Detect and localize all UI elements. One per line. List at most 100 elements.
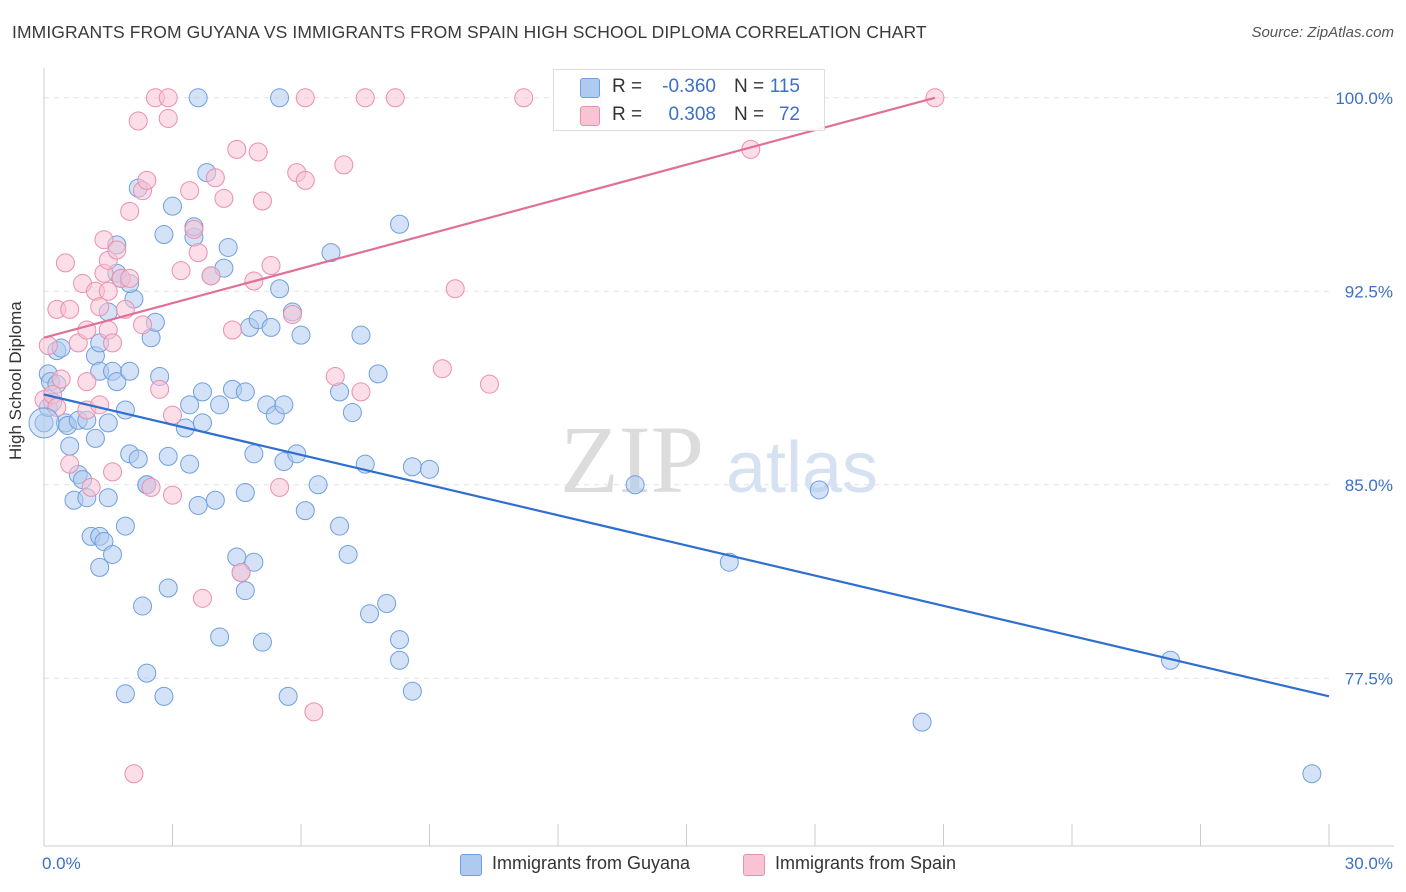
data-point [158, 88, 178, 108]
r-label: R = [612, 104, 643, 125]
x-tick-label: 0.0% [42, 854, 81, 873]
data-point [270, 279, 290, 299]
data-point [120, 268, 140, 288]
data-point [270, 88, 290, 108]
data-point [308, 475, 328, 495]
trend-lines [43, 96, 1330, 698]
legend-item-spain[interactable]: Immigrants from Spain [743, 852, 993, 876]
r-value-guyana: -0.360 [662, 76, 716, 97]
data-point [338, 544, 358, 564]
data-point [390, 650, 410, 670]
data-point [163, 405, 182, 425]
data-point [719, 552, 739, 572]
watermark-zip: ZIP [560, 406, 704, 513]
data-point [77, 372, 97, 392]
data-point [625, 475, 645, 495]
data-point [55, 253, 75, 273]
legend-swatch-spain [743, 854, 765, 876]
watermark: ZIP atlas [560, 406, 878, 513]
n-label: N = [734, 76, 765, 97]
legend-item-guyana[interactable]: Immigrants from Guyana [460, 852, 720, 876]
data-point [235, 581, 255, 601]
data-point [334, 155, 354, 175]
data-point [244, 552, 264, 572]
data-point [252, 632, 272, 652]
data-point [192, 382, 212, 402]
y-axis-label: High School Diploma [6, 301, 25, 460]
data-point [420, 459, 439, 479]
data-point [1302, 764, 1322, 784]
gridlines [44, 97, 1329, 679]
data-point [128, 449, 148, 469]
data-point [235, 382, 255, 402]
series-points-spain [34, 88, 945, 784]
data-point [90, 297, 110, 317]
data-point [355, 88, 375, 108]
data-point [120, 201, 140, 221]
data-point [188, 243, 208, 263]
data-point [184, 219, 204, 239]
y-tick-labels: 77.5% 85.0% 92.5% 100.0% [1335, 89, 1393, 688]
data-point [38, 335, 58, 355]
data-point [154, 686, 174, 706]
stats-row-spain: R = 0.308 N = 72 [554, 101, 824, 129]
data-point [261, 317, 281, 337]
data-point [385, 88, 405, 108]
data-point [218, 237, 238, 257]
stats-swatch-spain [580, 106, 600, 126]
data-point [270, 477, 290, 497]
data-point [192, 588, 212, 608]
data-point [295, 170, 315, 190]
data-point [98, 488, 118, 508]
data-point [103, 333, 123, 353]
data-point [103, 544, 123, 564]
data-point [180, 454, 200, 474]
y-tick-label: 100.0% [1335, 89, 1393, 108]
data-point [205, 490, 225, 510]
data-point [278, 686, 298, 706]
data-point [274, 395, 294, 415]
data-point [171, 261, 191, 281]
data-point [321, 243, 341, 263]
data-points [28, 88, 1322, 784]
data-point [128, 111, 148, 131]
data-point [227, 139, 247, 159]
data-point [98, 281, 118, 301]
data-point [291, 325, 311, 345]
legend-swatch-guyana [460, 854, 482, 876]
data-point [163, 196, 182, 216]
data-point [201, 266, 221, 286]
data-point [81, 477, 101, 497]
data-point [60, 299, 80, 319]
legend-label-spain: Immigrants from Spain [775, 853, 957, 873]
data-point [107, 240, 127, 260]
data-point [222, 320, 242, 340]
data-point [180, 181, 200, 201]
data-point [210, 395, 230, 415]
data-point [402, 681, 422, 701]
data-point [402, 457, 422, 477]
n-label: N = [734, 104, 765, 125]
y-tick-label: 92.5% [1345, 282, 1393, 301]
trend-line-spain [43, 96, 936, 339]
data-point [235, 483, 255, 503]
data-point [205, 168, 225, 188]
x-tick-label: 30.0% [1345, 854, 1393, 873]
data-point [377, 593, 397, 613]
data-point [163, 485, 182, 505]
data-point [133, 596, 153, 616]
data-point [85, 428, 105, 448]
x-tick-labels: 0.0% 30.0% [42, 854, 1393, 873]
r-label: R = [612, 76, 643, 97]
data-point [342, 403, 362, 423]
r-value-spain: 0.308 [668, 104, 716, 125]
data-point [158, 108, 178, 128]
data-point [90, 395, 110, 415]
data-point [390, 630, 410, 650]
data-point [432, 359, 452, 379]
data-point [180, 395, 200, 415]
data-point [252, 191, 272, 211]
stats-row-guyana: R = -0.360 N = 115 [554, 73, 824, 101]
y-tick-label: 85.0% [1345, 476, 1393, 495]
